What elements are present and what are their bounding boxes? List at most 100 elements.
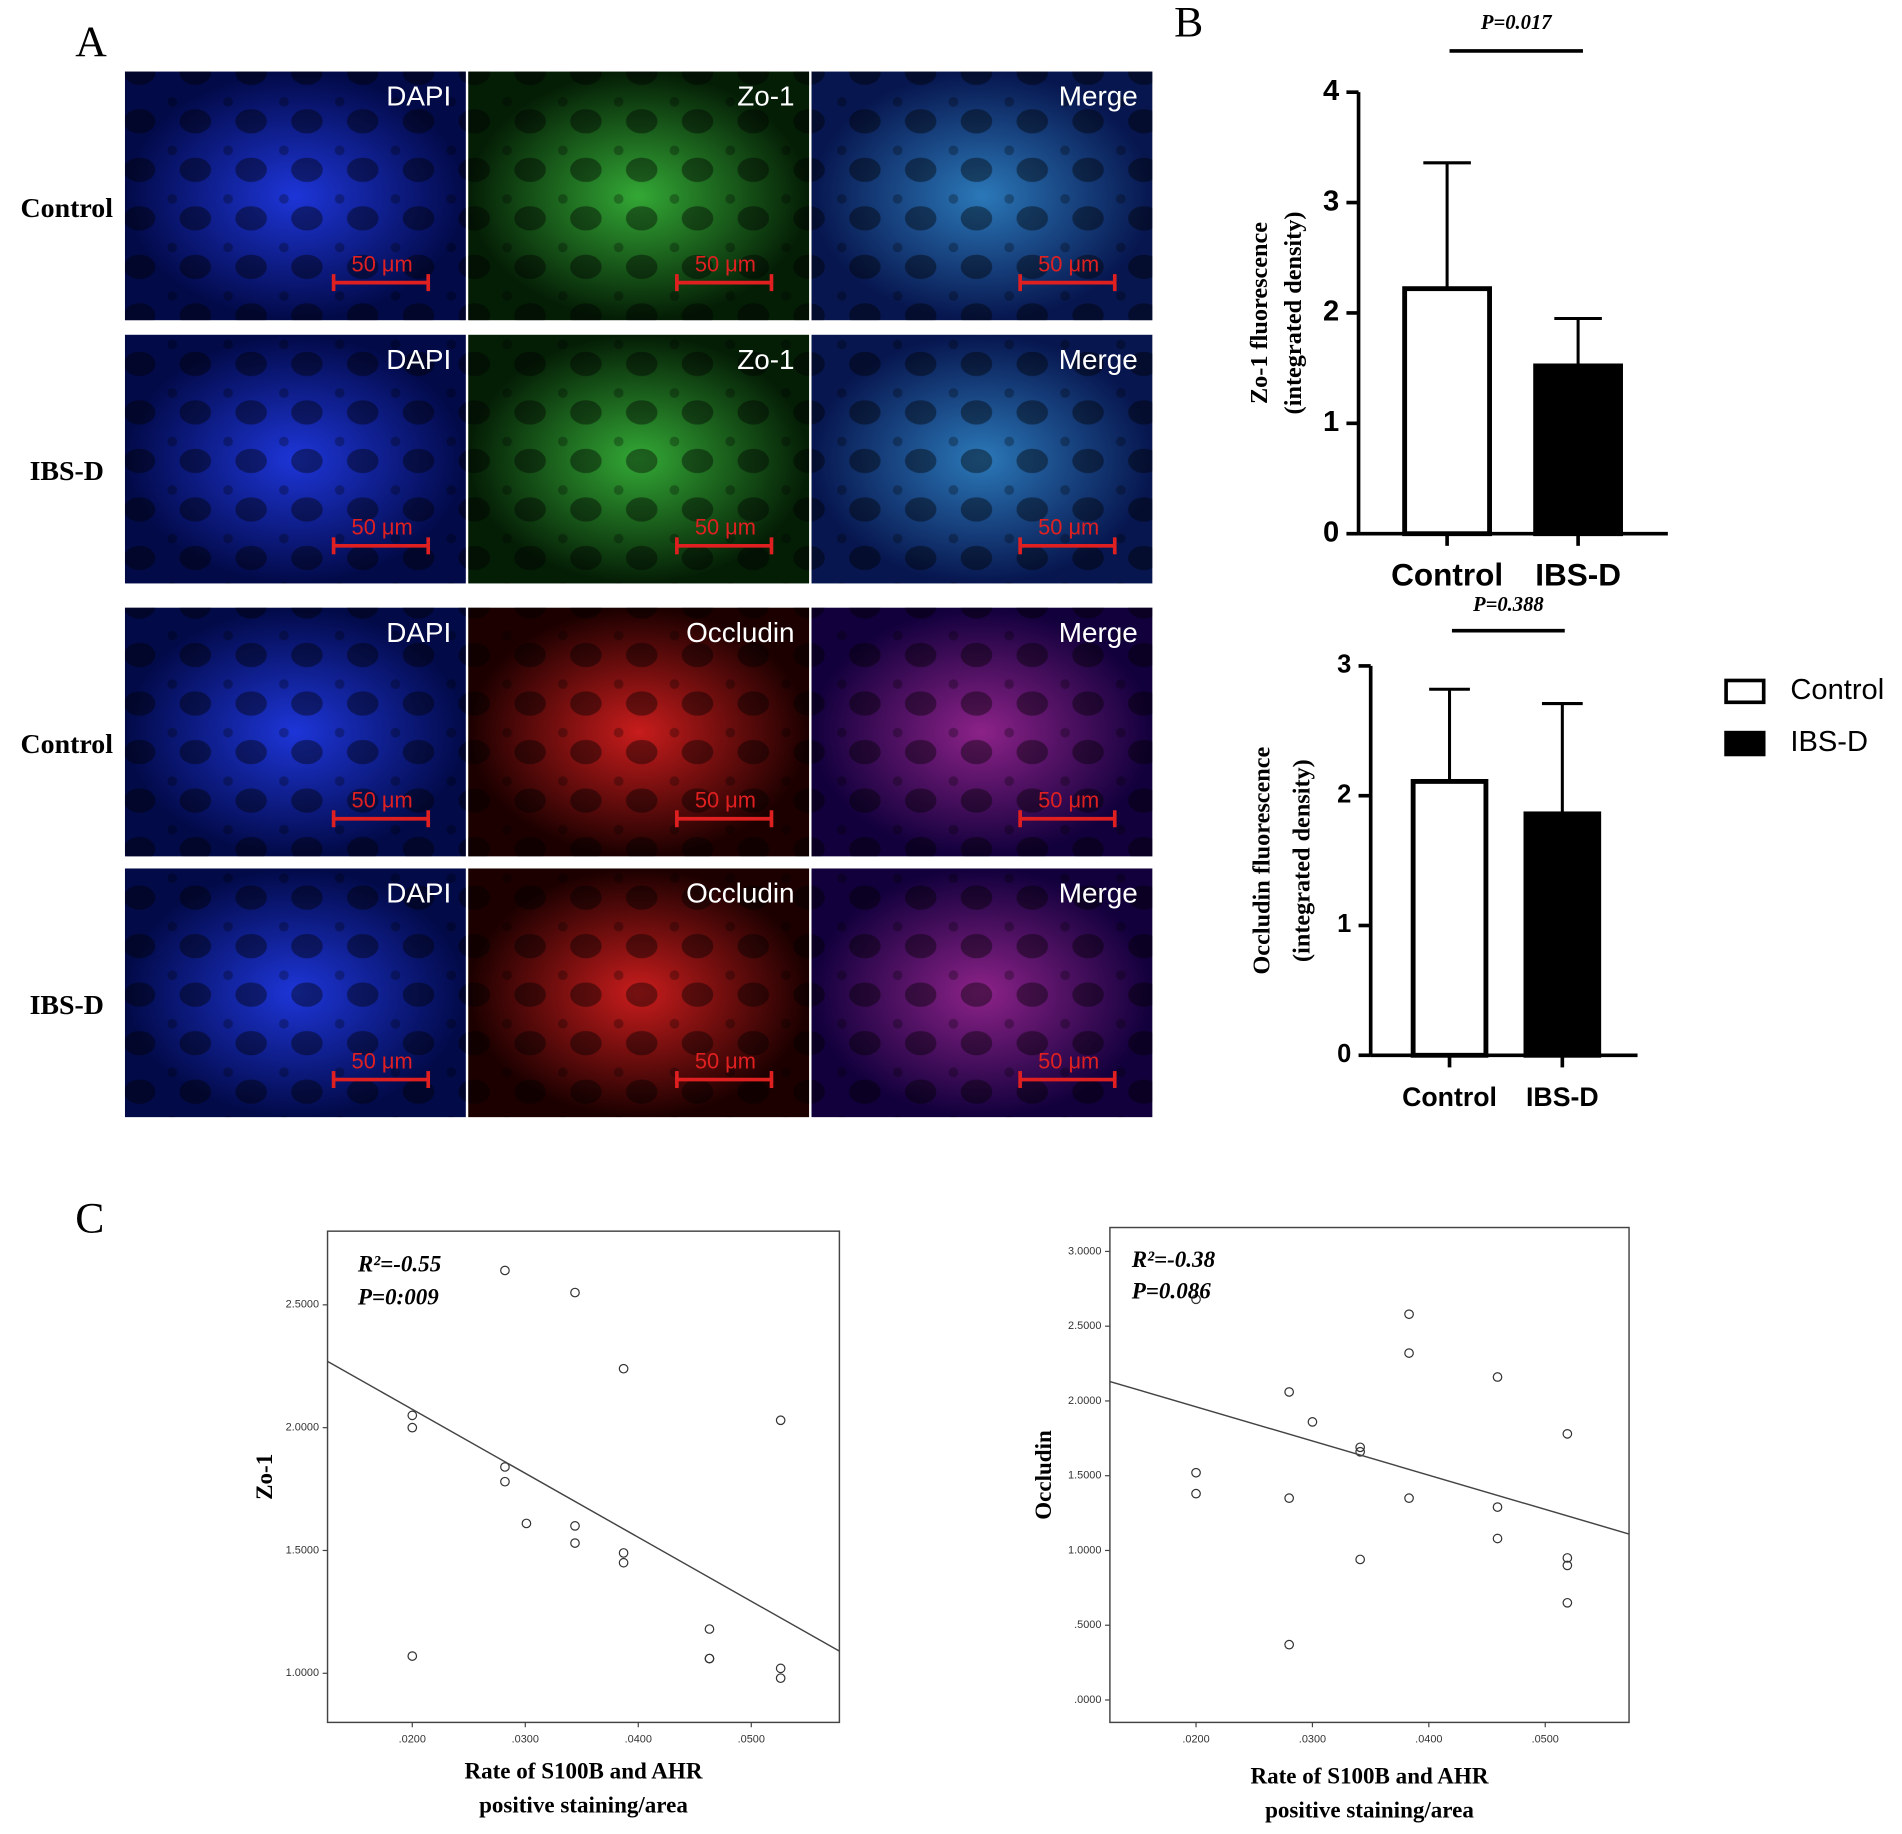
annotation: P=0.086 [1131, 1277, 1211, 1303]
y-tick-label: .5000 [1074, 1619, 1101, 1631]
point [704, 1653, 715, 1664]
legend-label: Control [1790, 674, 1884, 706]
row-label: IBS-D [30, 456, 104, 487]
bar [1410, 779, 1489, 1058]
panel-letter: C [75, 1195, 104, 1243]
point [775, 1663, 786, 1674]
scale-bar-label: 50 μm [1038, 515, 1099, 540]
point [1355, 1554, 1366, 1565]
y-tick-label: 2 [1337, 780, 1351, 808]
legend-swatch [1724, 730, 1766, 757]
scale-bar-label: 50 μm [1038, 1048, 1099, 1073]
channel-label: DAPI [386, 617, 451, 648]
micrograph-texture [468, 607, 810, 857]
point [500, 1462, 510, 1472]
point [704, 1624, 715, 1634]
x-axis-label: positive staining/area [1265, 1796, 1474, 1822]
x-tick-label: .0400 [625, 1733, 652, 1745]
y-tick-label: 2.5000 [286, 1299, 319, 1311]
point [407, 1651, 418, 1661]
plot-frame [326, 1230, 841, 1724]
annotation: R²=-0.38 [1131, 1246, 1216, 1272]
x-tick-label: .0500 [738, 1733, 765, 1745]
y-axis-label: Occludin [1030, 1430, 1056, 1520]
x-tick-label: .0200 [399, 1733, 426, 1745]
micrograph-texture [811, 868, 1153, 1118]
micrograph-texture [468, 868, 810, 1118]
micrograph-texture [124, 334, 466, 584]
p-value: P=0.388 [1472, 594, 1544, 616]
point [1404, 1348, 1414, 1358]
point [1284, 1387, 1295, 1397]
point [1492, 1533, 1503, 1544]
row-label: IBS-D [30, 990, 104, 1021]
y-tick-label: 1.0000 [1068, 1544, 1101, 1556]
micrograph-texture [468, 334, 810, 584]
channel-label: Merge [1059, 878, 1138, 909]
y-tick-label: 0 [1337, 1040, 1351, 1068]
point [1492, 1372, 1503, 1382]
channel-label: Occludin [686, 878, 794, 909]
fit-line [1109, 1380, 1630, 1535]
scale-bar-label: 50 μm [695, 1048, 756, 1073]
point [1562, 1428, 1573, 1439]
point [500, 1476, 510, 1487]
x-tick-label: .0300 [1299, 1733, 1326, 1745]
panel-letter: B [1174, 0, 1203, 47]
micrograph-texture [468, 71, 810, 321]
scale-bar-label: 50 μm [1038, 788, 1099, 813]
scale-bar-label: 50 μm [695, 788, 756, 813]
channel-label: Merge [1059, 81, 1138, 112]
p-value: P=0.017 [1480, 12, 1552, 34]
point [570, 1287, 580, 1298]
y-tick-label: .0000 [1074, 1694, 1101, 1706]
point [1191, 1467, 1201, 1478]
channel-label: Merge [1059, 344, 1138, 375]
annotation: R²=-0.55 [357, 1251, 441, 1277]
y-tick-label: 3 [1323, 185, 1339, 217]
y-tick-label: 3 [1337, 651, 1351, 679]
x-tick-label: .0200 [1182, 1733, 1209, 1745]
x-axis-label: Rate of S100B and AHR [1250, 1762, 1488, 1788]
point [1492, 1502, 1503, 1512]
micrograph-texture [811, 71, 1153, 321]
channel-label: DAPI [386, 878, 451, 909]
y-axis-label: Zo-1 [251, 1454, 277, 1500]
micrograph-texture [811, 607, 1153, 857]
point [1562, 1597, 1573, 1608]
y-tick-label: 4 [1323, 75, 1340, 107]
scale-bar-label: 50 μm [695, 251, 756, 276]
point [1191, 1294, 1201, 1305]
y-tick-label: 1.5000 [1068, 1470, 1101, 1482]
point [1355, 1442, 1366, 1453]
scale-bar-label: 50 μm [352, 788, 413, 813]
point [500, 1265, 510, 1276]
point [618, 1557, 629, 1568]
point [407, 1410, 418, 1421]
y-axis-label: (integrated density) [1280, 212, 1307, 415]
y-tick-label: 1 [1337, 910, 1351, 938]
panel-letter: A [75, 18, 107, 66]
x-tick-label: .0400 [1415, 1733, 1442, 1745]
scale-bar-label: 50 μm [352, 515, 413, 540]
scale-bar-label: 50 μm [352, 251, 413, 276]
point [1355, 1446, 1366, 1457]
x-tick-label: Control [1402, 1082, 1497, 1112]
legend-label: IBS-D [1790, 726, 1868, 758]
point [775, 1415, 786, 1426]
point [1562, 1553, 1573, 1563]
point [618, 1363, 629, 1374]
legend-swatch [1724, 678, 1766, 705]
x-axis-label: Rate of S100B and AHR [464, 1758, 702, 1784]
y-tick-label: 2.0000 [286, 1422, 319, 1434]
point [1307, 1417, 1318, 1427]
x-axis-label: positive staining/area [479, 1792, 688, 1818]
scale-bar-label: 50 μm [695, 515, 756, 540]
channel-label: Zo-1 [737, 81, 794, 112]
point [1404, 1493, 1414, 1503]
fit-line [327, 1360, 840, 1652]
point [1562, 1560, 1573, 1571]
point [1191, 1488, 1201, 1499]
point [775, 1673, 786, 1684]
